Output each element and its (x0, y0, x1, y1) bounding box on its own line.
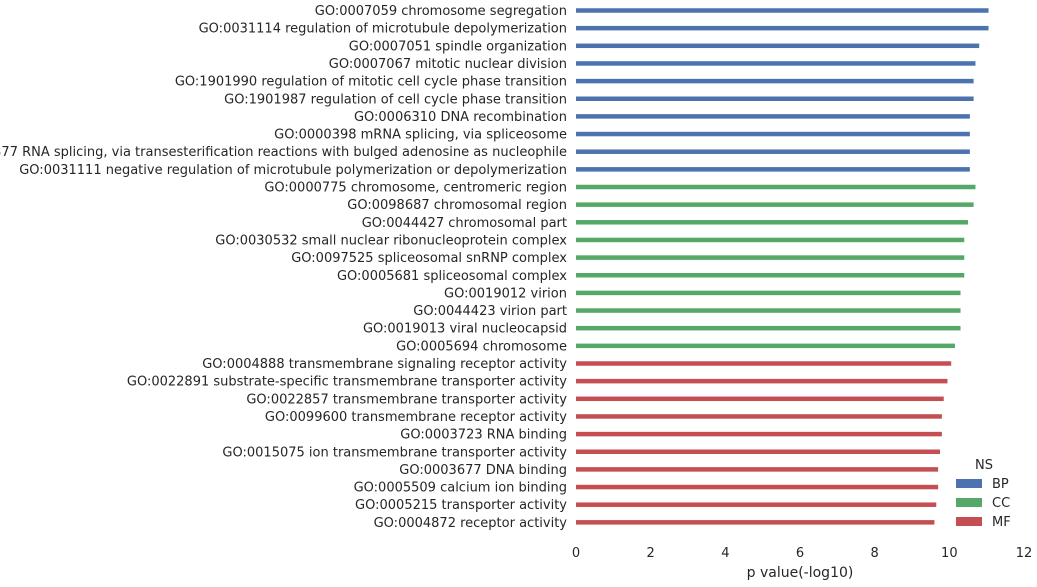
bar-bp-6 (576, 96, 974, 101)
category-label: GO:0031111 negative regulation of microt… (19, 163, 567, 178)
bar-bp-2 (576, 25, 989, 31)
bar-mf-29 (576, 502, 937, 507)
bar-cc-11 (576, 184, 976, 190)
bar-cc-16 (576, 273, 965, 278)
bar-mf-22 (576, 378, 948, 384)
bar-bp-9 (576, 149, 970, 154)
category-label: GO:0007059 chromosome segregation (315, 4, 567, 19)
bars-layer (576, 8, 989, 525)
legend-label-bp: BP (992, 477, 1009, 492)
bar-mf-26 (576, 449, 940, 454)
category-label: GO:0099600 transmembrane receptor activi… (265, 410, 567, 425)
category-label: GO:0044427 chromosomal part (362, 216, 567, 231)
legend-label-cc: CC (992, 496, 1010, 511)
bar-bp-7 (576, 114, 970, 119)
bar-cc-12 (576, 202, 974, 207)
bar-cc-17 (576, 290, 961, 296)
bar-cc-14 (576, 237, 965, 243)
bar-mf-28 (576, 484, 939, 490)
category-label: GO:0003677 DNA binding (399, 463, 567, 478)
category-label: GO:0000377 RNA splicing, via transesteri… (0, 145, 567, 160)
bar-cc-20 (576, 343, 955, 349)
legend-title: NS (975, 458, 993, 473)
category-label: GO:0005509 calcium ion binding (354, 481, 567, 496)
category-label: GO:1901990 regulation of mitotic cell cy… (175, 75, 567, 90)
category-label: GO:0000398 mRNA splicing, via spliceosom… (274, 128, 567, 143)
x-tick-label: 2 (647, 546, 655, 561)
category-label: GO:0005694 chromosome (396, 339, 567, 354)
x-tick-label: 6 (796, 546, 804, 561)
category-label: GO:0004872 receptor activity (374, 516, 568, 531)
bar-mf-23 (576, 396, 944, 402)
legend-swatch-bp (956, 479, 982, 488)
bar-cc-18 (576, 308, 961, 313)
x-tick-labels: 0 2 4 6 8 10 12 (572, 546, 1032, 561)
category-label: GO:0005215 transporter activity (355, 498, 567, 513)
category-label: GO:0004888 transmembrane signaling recep… (202, 357, 567, 372)
bar-mf-21 (576, 361, 952, 366)
legend-swatch-mf (956, 517, 982, 526)
category-label: GO:0098687 chromosomal region (347, 198, 567, 213)
bar-mf-24 (576, 414, 942, 419)
bar-bp-10 (576, 167, 970, 172)
bar-cc-15 (576, 255, 965, 260)
x-tick-label: 0 (572, 546, 580, 561)
x-tick-label: 10 (941, 546, 958, 561)
category-label: GO:0019013 viral nucleocapsid (363, 322, 567, 337)
bar-bp-8 (576, 131, 970, 137)
legend-swatch-cc (956, 498, 982, 507)
x-axis-label: p value(-log10) (747, 565, 854, 581)
category-label: GO:0022891 substrate-specific transmembr… (127, 375, 567, 390)
bar-cc-13 (576, 220, 968, 225)
category-label: GO:0003723 RNA binding (400, 428, 567, 443)
category-label: GO:0007067 mitotic nuclear division (329, 57, 567, 72)
category-label: GO:0030532 small nuclear ribonucleoprote… (215, 233, 567, 248)
x-tick-label: 8 (871, 546, 879, 561)
bar-cc-19 (576, 325, 961, 331)
category-label: GO:0031114 regulation of microtubule dep… (199, 22, 567, 37)
category-label: GO:0000775 chromosome, centromeric regio… (264, 181, 567, 196)
category-label: GO:0006310 DNA recombination (354, 110, 567, 125)
category-label: GO:0019012 virion (444, 286, 567, 301)
bar-mf-30 (576, 520, 935, 525)
category-label: GO:0097525 spliceosomal snRNP complex (291, 251, 567, 266)
category-label: GO:0044423 virion part (413, 304, 567, 319)
bar-bp-4 (576, 61, 976, 66)
x-tick-label: 4 (721, 546, 729, 561)
category-label: GO:0005681 spliceosomal complex (337, 269, 567, 284)
x-tick-label: 12 (1016, 546, 1033, 561)
legend: NS BP CC MF (956, 458, 1011, 530)
category-label: GO:0022857 transmembrane transporter act… (246, 392, 567, 407)
bar-mf-25 (576, 431, 942, 437)
legend-label-mf: MF (992, 515, 1011, 530)
bar-bp-1 (576, 8, 989, 13)
category-labels: GO:0007059 chromosome segregation GO:0031… (0, 4, 567, 531)
bar-bp-3 (576, 43, 980, 49)
category-label: GO:0015075 ion transmembrane transporter… (222, 445, 567, 460)
category-label: GO:0007051 spindle organization (349, 39, 567, 54)
bar-bp-5 (576, 78, 974, 84)
bar-mf-27 (576, 467, 939, 472)
category-label: GO:1901987 regulation of cell cycle phas… (224, 92, 567, 107)
